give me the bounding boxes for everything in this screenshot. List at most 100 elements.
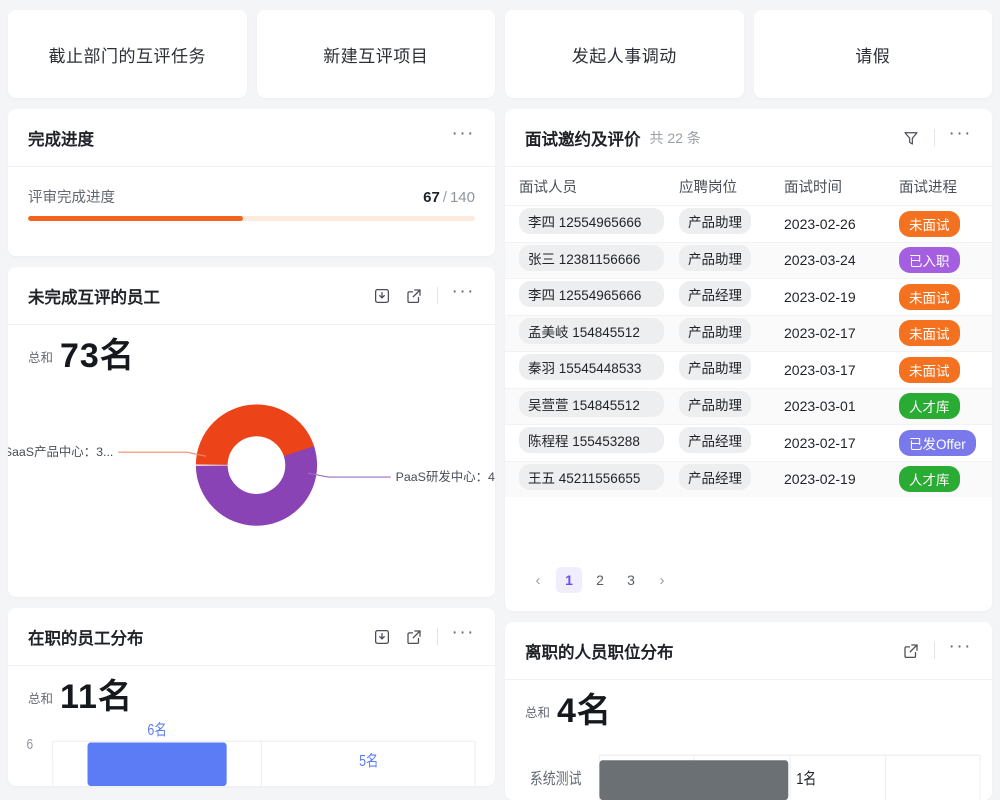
cell-status: 未面试 [899, 320, 978, 347]
divider [436, 287, 438, 304]
download-icon[interactable] [373, 287, 391, 305]
more-horizontal-icon[interactable]: ··· [451, 123, 475, 144]
table-row[interactable]: 张三 12381156666 产品助理 2023-03-24 已入职 [505, 241, 992, 278]
y-axis-tick: 6 [27, 736, 34, 753]
quick-action-button-2[interactable]: 发起人事调动 [505, 10, 744, 98]
cell-position: 产品助理 [679, 354, 784, 385]
quick-action-label: 新建互评项目 [323, 46, 429, 66]
cell-position: 产品经理 [679, 281, 784, 312]
column-header-date: 面试时间 [784, 179, 842, 196]
quick-action-button-0[interactable]: 截止部门的互评任务 [8, 10, 247, 98]
incomplete-review-card: 未完成互评的员工 ··· [8, 267, 495, 597]
cell-interviewee: 吴萱萱 154845512 [519, 390, 679, 422]
position-chip: 产品助理 [679, 390, 751, 417]
position-chip: 产品经理 [679, 427, 751, 454]
download-icon[interactable] [373, 628, 391, 646]
cell-position: 产品助理 [679, 208, 784, 239]
cell-interview-date: 2023-02-19 [784, 471, 856, 488]
table-row[interactable]: 陈程程 155453288 产品经理 2023-02-17 已发Offer [505, 424, 992, 461]
interviewee-chip: 吴萱萱 154845512 [519, 390, 664, 417]
table-row[interactable]: 李四 12554965666 产品经理 2023-02-19 未面试 [505, 278, 992, 315]
total-label: 总和 [525, 706, 551, 720]
interviewee-chip: 秦羽 15545448533 [519, 354, 664, 381]
quick-action-button-3[interactable]: 请假 [753, 10, 992, 98]
total-value: 73名 [60, 337, 135, 375]
resigned-position-title: 离职的人员职位分布 [525, 643, 674, 662]
pagination-page-3[interactable]: 3 [627, 572, 635, 588]
active-employee-total: 总和 11名 [8, 666, 495, 714]
quick-action-label: 截止部门的互评任务 [48, 46, 206, 66]
status-badge: 未面试 [899, 283, 960, 310]
hbar-value-label-0: 1名 [796, 770, 816, 789]
resigned-position-total: 总和 4名 [505, 680, 992, 728]
resigned-position-distribution-card: 离职的人员职位分布 ··· 总和 4名 [505, 622, 992, 800]
divider [436, 628, 438, 645]
total-label: 总和 [28, 692, 54, 706]
interviewee-chip: 李四 12554965666 [519, 208, 664, 235]
column-header-status: 面试进程 [899, 179, 957, 196]
incomplete-review-header: 未完成互评的员工 ··· [8, 267, 495, 325]
cell-status: 已发Offer [899, 429, 978, 456]
bar-value-label-1: 5名 [359, 752, 378, 770]
active-employee-actions: ··· [373, 622, 475, 646]
more-horizontal-icon[interactable]: ··· [451, 622, 475, 643]
cell-interview-date: 2023-02-19 [784, 288, 856, 305]
position-chip: 产品经理 [679, 281, 751, 308]
position-chip: 产品助理 [679, 208, 751, 235]
cell-interview-date: 2023-02-17 [784, 434, 856, 451]
interviewee-chip: 王五 45211556655 [519, 463, 664, 490]
external-link-icon[interactable] [405, 628, 423, 646]
cell-interview-date: 2023-02-26 [784, 215, 856, 232]
total-value: 11名 [60, 678, 133, 716]
external-link-icon[interactable] [902, 642, 920, 660]
progress-current: 67 [423, 189, 440, 206]
table-body: 李四 12554965666 产品助理 2023-02-26 未面试 张三 123811… [505, 205, 992, 497]
more-horizontal-icon[interactable]: ··· [948, 123, 972, 144]
progress-separator: / [442, 189, 447, 206]
pagination-next[interactable]: › [659, 571, 665, 589]
progress-card-title: 完成进度 [28, 130, 94, 149]
table-row[interactable]: 李四 12554965666 产品助理 2023-02-26 未面试 [505, 205, 992, 242]
incomplete-review-total: 总和 73名 [8, 325, 495, 373]
position-chip: 产品助理 [679, 244, 751, 271]
cell-position: 产品助理 [679, 317, 784, 349]
filter-icon[interactable] [902, 129, 920, 147]
more-horizontal-icon[interactable]: ··· [451, 281, 475, 302]
more-horizontal-icon[interactable]: ··· [948, 636, 972, 657]
quick-action-label: 请假 [855, 46, 891, 66]
resigned-position-header: 离职的人员职位分布 ··· [505, 622, 992, 680]
pagination-page-2[interactable]: 2 [596, 572, 604, 588]
column-header-name: 面试人员 [519, 179, 577, 196]
table-row[interactable]: 王五 45211556655 产品经理 2023-02-19 人才库 [505, 460, 992, 497]
cell-interviewee: 孟美岐 154845512 [519, 317, 679, 349]
cell-status: 未面试 [899, 356, 978, 383]
incomplete-review-actions: ··· [373, 281, 475, 305]
position-chip: 产品经理 [679, 463, 751, 490]
table-header-row: 面试人员 应聘岗位 面试时间 面试进程 [505, 167, 992, 205]
donut-label-paas: PaaS研发中心：4... [396, 469, 495, 484]
table-row[interactable]: 秦羽 15545448533 产品助理 2023-03-17 未面试 [505, 351, 992, 388]
status-badge: 人才库 [899, 466, 960, 493]
quick-action-button-1[interactable]: 新建互评项目 [256, 10, 495, 98]
progress-item-label: 评审完成进度 [28, 190, 115, 206]
interview-table-card: 面试邀约及评价 共 22 条 ··· 面试人员 应聘岗位 [505, 109, 992, 611]
column-header-job: 应聘岗位 [679, 179, 737, 196]
cell-interview-date: 2023-03-24 [784, 252, 856, 269]
interviewee-chip: 陈程程 155453288 [519, 427, 664, 454]
active-employee-header: 在职的员工分布 ··· [8, 608, 495, 666]
pagination-page-1[interactable]: 1 [556, 567, 582, 593]
active-employee-title: 在职的员工分布 [28, 629, 144, 648]
table-row[interactable]: 孟美岐 154845512 产品助理 2023-02-17 未面试 [505, 314, 992, 351]
interviewee-chip: 张三 12381156666 [519, 244, 664, 271]
pagination-prev[interactable]: ‹ [535, 571, 541, 589]
donut-slice-paas [195, 404, 318, 526]
table-row[interactable]: 吴萱萱 154845512 产品助理 2023-03-01 人才库 [505, 387, 992, 424]
cell-interview-date: 2023-02-17 [784, 325, 856, 342]
cell-position: 产品经理 [679, 427, 784, 458]
external-link-icon[interactable] [405, 287, 423, 305]
resigned-position-actions: ··· [902, 636, 972, 660]
incomplete-review-title: 未完成互评的员工 [28, 288, 160, 307]
progress-total: 140 [449, 189, 475, 206]
donut-label-saas: SaaS产品中心：3... [8, 444, 113, 459]
cell-position: 产品助理 [679, 390, 784, 422]
